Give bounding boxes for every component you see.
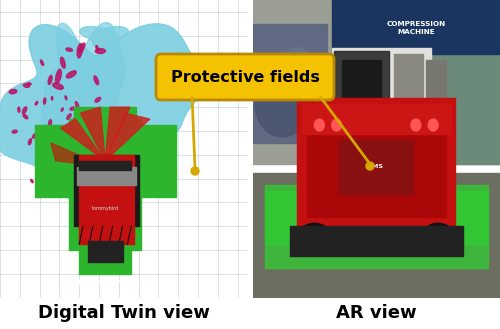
Ellipse shape: [44, 98, 46, 104]
Ellipse shape: [332, 119, 342, 131]
Ellipse shape: [96, 45, 98, 51]
Bar: [252, 24, 327, 143]
Ellipse shape: [366, 162, 374, 170]
Ellipse shape: [52, 168, 54, 173]
Bar: [74, 107, 136, 143]
Ellipse shape: [52, 96, 53, 100]
Ellipse shape: [66, 114, 71, 119]
Ellipse shape: [32, 133, 38, 138]
Polygon shape: [60, 119, 105, 161]
Ellipse shape: [421, 223, 456, 253]
Ellipse shape: [28, 139, 32, 145]
Bar: [332, 48, 430, 173]
Ellipse shape: [22, 107, 26, 114]
Polygon shape: [42, 23, 125, 168]
Bar: [307, 113, 446, 217]
Ellipse shape: [66, 48, 72, 51]
Ellipse shape: [65, 96, 67, 100]
Bar: [70, 119, 141, 250]
Ellipse shape: [40, 60, 43, 65]
Bar: [290, 226, 463, 256]
Text: 1m  2m  3m: 1m 2m 3m: [88, 282, 115, 286]
Bar: [394, 54, 424, 155]
Bar: [332, 0, 500, 54]
Text: tommybird: tommybird: [92, 206, 119, 211]
Bar: [426, 60, 446, 149]
Ellipse shape: [9, 89, 17, 94]
Bar: [265, 190, 302, 244]
Ellipse shape: [411, 119, 421, 131]
Bar: [79, 244, 131, 274]
FancyBboxPatch shape: [156, 54, 334, 100]
Ellipse shape: [94, 76, 98, 85]
Bar: [76, 167, 136, 185]
Bar: [450, 190, 488, 244]
Bar: [79, 161, 131, 170]
Ellipse shape: [23, 114, 28, 119]
Ellipse shape: [74, 118, 77, 120]
Text: COMPRESSION
MACHINE: COMPRESSION MACHINE: [386, 21, 446, 35]
Ellipse shape: [48, 75, 52, 85]
Ellipse shape: [18, 107, 20, 112]
Polygon shape: [50, 143, 105, 167]
Polygon shape: [105, 107, 130, 161]
Ellipse shape: [24, 84, 30, 88]
Ellipse shape: [79, 43, 85, 53]
Bar: [252, 173, 500, 298]
Ellipse shape: [72, 119, 75, 125]
Ellipse shape: [297, 223, 332, 253]
Ellipse shape: [30, 179, 33, 183]
Ellipse shape: [255, 71, 310, 137]
Ellipse shape: [12, 130, 17, 133]
Bar: [74, 155, 138, 226]
Bar: [342, 60, 381, 113]
Text: Digital Twin view: Digital Twin view: [38, 304, 210, 321]
Text: AR view: AR view: [336, 304, 416, 321]
Bar: [34, 125, 74, 196]
Ellipse shape: [35, 102, 38, 105]
Bar: [265, 185, 488, 268]
Bar: [252, 0, 500, 164]
Text: Protective fields: Protective fields: [170, 69, 320, 85]
Bar: [136, 125, 175, 196]
Ellipse shape: [48, 120, 51, 127]
Ellipse shape: [38, 131, 40, 138]
Ellipse shape: [52, 83, 64, 89]
Polygon shape: [80, 107, 105, 161]
Text: LMS: LMS: [369, 164, 384, 169]
Ellipse shape: [70, 107, 75, 110]
Bar: [339, 140, 413, 193]
Bar: [79, 155, 134, 244]
Ellipse shape: [61, 108, 64, 112]
Ellipse shape: [95, 97, 100, 102]
Ellipse shape: [191, 167, 199, 175]
Ellipse shape: [56, 69, 62, 83]
Bar: [334, 51, 388, 134]
Ellipse shape: [75, 102, 78, 107]
Ellipse shape: [282, 48, 312, 83]
Polygon shape: [0, 24, 204, 201]
Ellipse shape: [28, 83, 31, 85]
Bar: [297, 98, 456, 232]
Ellipse shape: [43, 181, 46, 184]
Bar: [388, 0, 500, 164]
Ellipse shape: [66, 71, 76, 78]
Ellipse shape: [77, 44, 82, 58]
Ellipse shape: [60, 57, 65, 68]
Ellipse shape: [96, 49, 106, 53]
Bar: [88, 241, 122, 262]
Ellipse shape: [38, 180, 41, 184]
Polygon shape: [80, 27, 128, 49]
Ellipse shape: [428, 119, 438, 131]
Ellipse shape: [314, 119, 324, 131]
Bar: [302, 104, 450, 134]
Polygon shape: [105, 113, 150, 161]
